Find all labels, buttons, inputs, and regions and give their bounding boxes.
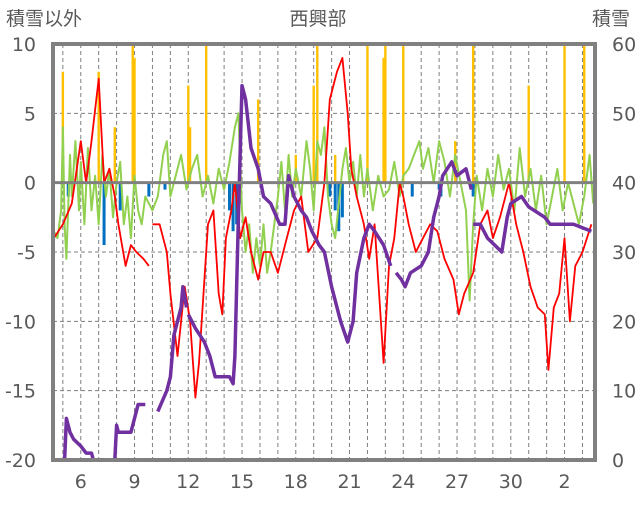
precip-bar [188, 127, 192, 183]
precip-bar [366, 44, 369, 183]
precip-bar [384, 44, 387, 183]
blue-bar [118, 182, 122, 211]
plot-frame [51, 42, 597, 462]
left-axis-title: 積雪以外 [6, 8, 82, 30]
x-tick-label: 30 [499, 471, 523, 493]
left-y-tick-label: 10 [12, 34, 36, 56]
precip-bar [402, 44, 405, 183]
x-tick-label: 27 [445, 471, 469, 493]
blue-bar [147, 182, 151, 197]
precip-bar [256, 99, 260, 183]
x-tick-label: 24 [391, 471, 415, 493]
snow-depth-line [156, 284, 189, 413]
precip-bar [333, 154, 337, 183]
precip-bar [312, 85, 315, 183]
precip-bar [471, 44, 475, 183]
blue-bar [163, 182, 167, 190]
left-y-tick-label: -20 [5, 450, 36, 472]
x-tick-label: 12 [176, 471, 200, 493]
x-tick-label: 18 [284, 471, 308, 493]
blue-bar [231, 182, 235, 232]
blue-bar [471, 182, 475, 197]
right-y-tick-label: 50 [612, 103, 636, 125]
chart-title: 西興部 [289, 8, 346, 30]
precip-bar [133, 57, 136, 183]
x-tick-label: 21 [337, 471, 361, 493]
left-y-tick-label: 0 [24, 173, 36, 195]
precip-bar [204, 44, 208, 183]
x-tick-label: 15 [230, 471, 254, 493]
precip-bar [563, 44, 566, 183]
right-y-tick-label: 60 [612, 34, 636, 56]
right-y-tick-label: 40 [612, 173, 636, 195]
right-y-tick-label: 30 [612, 242, 636, 264]
precip-bar [113, 127, 117, 183]
left-y-tick-label: -10 [5, 311, 36, 333]
x-tick-label: 9 [128, 471, 140, 493]
temperature-line [152, 57, 593, 399]
snow-depth-line [473, 194, 593, 254]
blue-bar [333, 182, 337, 211]
precip-bar [382, 57, 385, 183]
snow-depth-line [53, 402, 146, 462]
right-axis-title: 積雪 [592, 8, 630, 30]
left-y-tick-label: -5 [17, 242, 36, 264]
blue-bar [340, 182, 344, 218]
right-y-tick-label: 0 [612, 450, 624, 472]
blue-bar [410, 182, 414, 197]
precip-bar [527, 85, 530, 183]
right-y-tick-label: 10 [612, 381, 636, 403]
precip-bar [583, 44, 586, 183]
precip-bar [97, 71, 100, 183]
left-y-tick-label: 5 [24, 103, 36, 125]
left-y-tick-label: -15 [5, 381, 36, 403]
temperature-line [53, 77, 150, 267]
snow-depth-line [394, 160, 474, 289]
blue-bar [102, 182, 106, 246]
snow-depth-line [186, 83, 393, 386]
x-tick-label: 2 [558, 471, 570, 493]
blue-bar [328, 182, 332, 197]
x-tick-label: 6 [75, 471, 87, 493]
precip-bar [316, 44, 319, 183]
blue-bar [227, 182, 231, 211]
right-y-tick-label: 20 [612, 311, 636, 333]
precip-bar [131, 44, 134, 183]
precip-bar [187, 85, 190, 183]
